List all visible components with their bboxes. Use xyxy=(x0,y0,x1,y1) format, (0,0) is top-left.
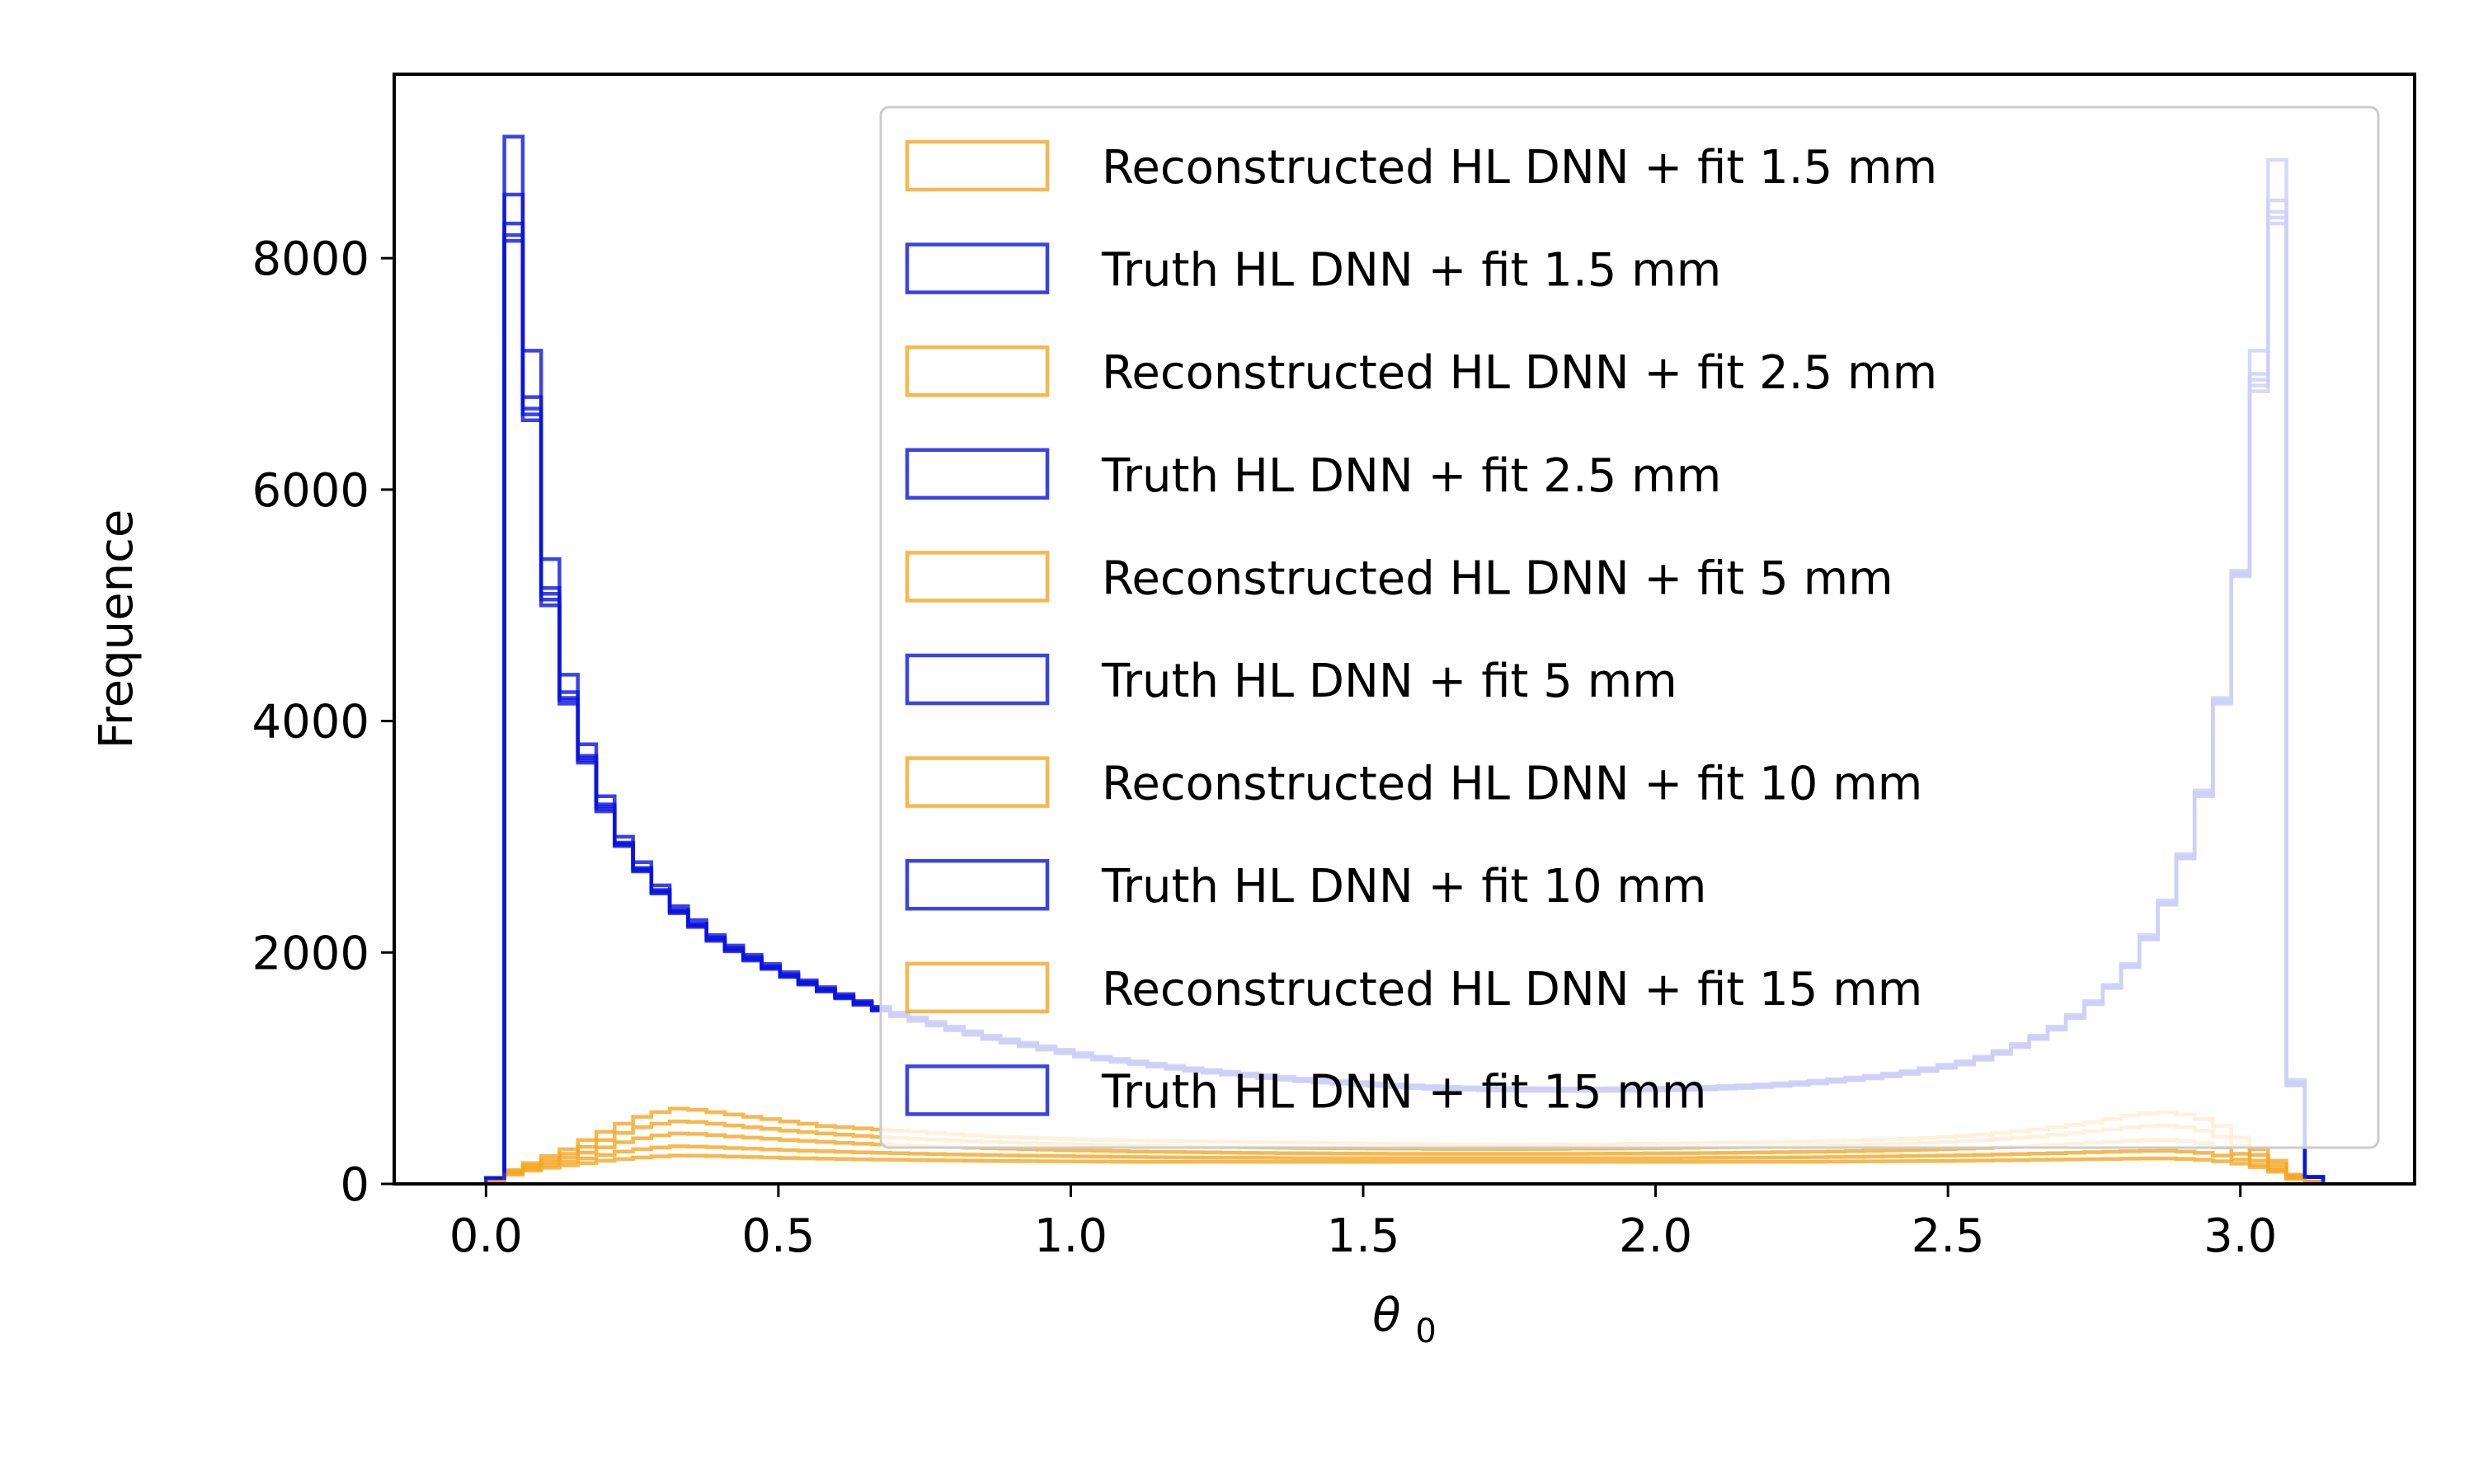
plot-frame xyxy=(393,73,2416,1186)
x-tick-label: 1.5 xyxy=(1326,1209,1399,1263)
legend-label: Reconstructed HL DNN + fit 2.5 mm xyxy=(1102,346,1937,400)
x-axis-label: θ 0 xyxy=(1372,1289,1437,1350)
legend-label: Truth HL DNN + fit 10 mm xyxy=(1101,860,1706,913)
legend-swatch xyxy=(905,858,1050,911)
legend-swatch xyxy=(905,139,1050,192)
legend-swatch xyxy=(905,756,1050,808)
y-tick-label: 0 xyxy=(340,1158,369,1212)
y-tick-label: 4000 xyxy=(252,696,369,749)
legend-label: Reconstructed HL DNN + fit 15 mm xyxy=(1102,963,1922,1017)
legend-label: Truth HL DNN + fit 5 mm xyxy=(1101,655,1677,708)
histogram-series-9 xyxy=(484,1153,2326,1184)
axes: 0.0 0.5 1.0 1.5 2.0 2.5 3.0 0 2000 4000 6000 8000 xyxy=(252,232,2277,1263)
legend-swatch xyxy=(905,1064,1050,1116)
legend-label: Truth HL DNN + fit 2.5 mm xyxy=(1101,449,1721,503)
x-tick-label: 3.0 xyxy=(2204,1209,2277,1263)
legend: Reconstructed HL DNN + fit 1.5 mm Truth H… xyxy=(879,106,2380,1149)
x-axis-label-subscript: 0 xyxy=(1415,1313,1436,1350)
legend-swatch xyxy=(905,448,1050,500)
x-axis-label-main: θ xyxy=(1372,1289,1400,1342)
legend-swatch xyxy=(905,345,1050,397)
legend-label: Truth HL DNN + fit 1.5 mm xyxy=(1101,244,1721,298)
legend-swatch xyxy=(905,242,1050,294)
x-tick-label: 0.0 xyxy=(449,1209,523,1263)
x-tick-label: 0.5 xyxy=(741,1209,815,1263)
y-tick-label: 2000 xyxy=(252,927,369,980)
legend-label: Reconstructed HL DNN + fit 1.5 mm xyxy=(1102,141,1937,195)
histogram-series-7 xyxy=(484,1144,2326,1184)
legend-swatch xyxy=(905,653,1050,706)
x-tick-label: 2.0 xyxy=(1619,1209,1692,1263)
y-tick-label: 8000 xyxy=(252,232,369,286)
legend-label: Reconstructed HL DNN + fit 5 mm xyxy=(1102,552,1893,605)
legend-box xyxy=(879,106,2380,1149)
x-tick-label: 2.5 xyxy=(1912,1209,1985,1263)
legend-label: Truth HL DNN + fit 15 mm xyxy=(1101,1065,1706,1119)
x-tick-label: 1.0 xyxy=(1034,1209,1108,1263)
legend-swatch xyxy=(905,961,1050,1014)
y-axis-label: Frequence xyxy=(90,510,143,749)
legend-label: Reconstructed HL DNN + fit 10 mm xyxy=(1102,758,1922,811)
y-tick-label: 6000 xyxy=(252,464,369,518)
legend-swatch xyxy=(905,551,1050,603)
